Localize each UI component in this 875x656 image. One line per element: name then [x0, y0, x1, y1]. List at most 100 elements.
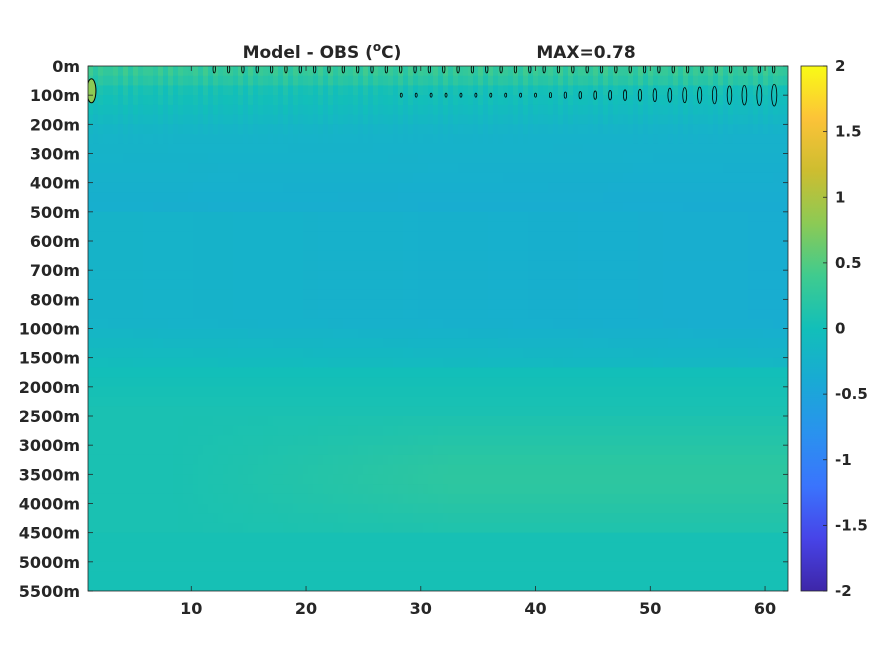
heatmap-cell [108, 357, 114, 368]
heatmap-cell [113, 250, 119, 262]
heatmap-cell [638, 231, 644, 242]
heatmap-cell [568, 114, 574, 125]
heatmap-cell [508, 172, 514, 184]
heatmap-cell [543, 95, 549, 106]
heatmap-cell [308, 114, 314, 125]
heatmap-cell [753, 279, 759, 291]
heatmap-cell [698, 338, 704, 349]
heatmap-cell [88, 192, 94, 203]
heatmap-cell [243, 172, 249, 184]
heatmap-cell [228, 347, 234, 359]
heatmap-cell [168, 347, 174, 359]
heatmap-cell [358, 396, 364, 407]
heatmap-cell [673, 124, 679, 135]
heatmap-cell [103, 221, 109, 232]
heatmap-cell [93, 338, 99, 349]
heatmap-cell [763, 153, 769, 164]
heatmap-cell [683, 192, 689, 203]
heatmap-cell [573, 124, 579, 135]
heatmap-cell [243, 221, 249, 232]
heatmap-cell [263, 309, 269, 320]
heatmap-cell [293, 231, 299, 242]
heatmap-cell [183, 104, 189, 116]
heatmap-cell [368, 338, 374, 349]
heatmap-cell [548, 95, 554, 106]
heatmap-cell [588, 260, 594, 271]
heatmap-cell [628, 163, 634, 174]
heatmap-cell [673, 377, 679, 388]
heatmap-cell [648, 260, 654, 271]
heatmap-cell [383, 396, 389, 407]
heatmap-cell [518, 163, 524, 174]
heatmap-cell [193, 163, 199, 174]
heatmap-cell [633, 347, 639, 359]
heatmap-cell [178, 299, 184, 310]
heatmap-cell [193, 279, 199, 291]
heatmap-cell [238, 104, 244, 116]
heatmap-cell [523, 270, 529, 281]
heatmap-cell [518, 406, 524, 417]
heatmap-cell [133, 377, 139, 388]
heatmap-cell [433, 172, 439, 184]
heatmap-cell [118, 211, 124, 223]
heatmap-cell [518, 386, 524, 398]
heatmap-cell [148, 347, 154, 359]
heatmap-cell [728, 367, 734, 378]
heatmap-cell [673, 241, 679, 252]
heatmap-cell [193, 172, 199, 184]
heatmap-cell [763, 250, 769, 262]
heatmap-cell [428, 328, 434, 339]
heatmap-cell [778, 279, 784, 291]
heatmap-cell [413, 231, 419, 242]
heatmap-cell [193, 143, 199, 155]
heatmap-cell [528, 367, 534, 378]
heatmap-cell [738, 386, 744, 398]
heatmap-cell [398, 66, 404, 77]
heatmap-cell [463, 338, 469, 349]
heatmap-cell [543, 153, 549, 164]
heatmap-cell [598, 377, 604, 388]
heatmap-cell [478, 241, 484, 252]
heatmap-cell [668, 309, 674, 320]
heatmap-cell [578, 377, 584, 388]
heatmap-cell [728, 396, 734, 407]
heatmap-cell [753, 153, 759, 164]
heatmap-cell [248, 357, 254, 368]
heatmap-cell [283, 231, 289, 242]
heatmap-cell [618, 367, 624, 378]
heatmap-cell [608, 75, 614, 87]
heatmap-cell [358, 289, 364, 300]
heatmap-cell [703, 143, 709, 155]
heatmap-cell [643, 328, 649, 339]
heatmap-cell [673, 367, 679, 378]
heatmap-cell [403, 309, 409, 320]
heatmap-cell [103, 250, 109, 262]
heatmap-cell [688, 241, 694, 252]
heatmap-cell [448, 95, 454, 106]
heatmap-cell [738, 279, 744, 291]
heatmap-cell [578, 299, 584, 310]
heatmap-cell [373, 299, 379, 310]
heatmap-cell [118, 406, 124, 417]
heatmap-cell [368, 241, 374, 252]
heatmap-cell [708, 338, 714, 349]
heatmap-cell [553, 202, 559, 213]
heatmap-cell [378, 85, 384, 96]
heatmap-cell [723, 377, 729, 388]
heatmap-cell [778, 289, 784, 300]
heatmap-cell [358, 299, 364, 310]
heatmap-cell [573, 347, 579, 359]
heatmap-cell [453, 231, 459, 242]
heatmap-cell [643, 299, 649, 310]
heatmap-cell [613, 124, 619, 135]
heatmap-cell [483, 104, 489, 116]
heatmap-cell [243, 396, 249, 407]
heatmap-cell [143, 134, 149, 145]
heatmap-cell [563, 318, 569, 330]
heatmap-cell [608, 231, 614, 242]
heatmap-cell [568, 396, 574, 407]
heatmap-cell [183, 338, 189, 349]
heatmap-cell [468, 328, 474, 339]
heatmap-cell [128, 328, 134, 339]
heatmap-cell [513, 163, 519, 174]
